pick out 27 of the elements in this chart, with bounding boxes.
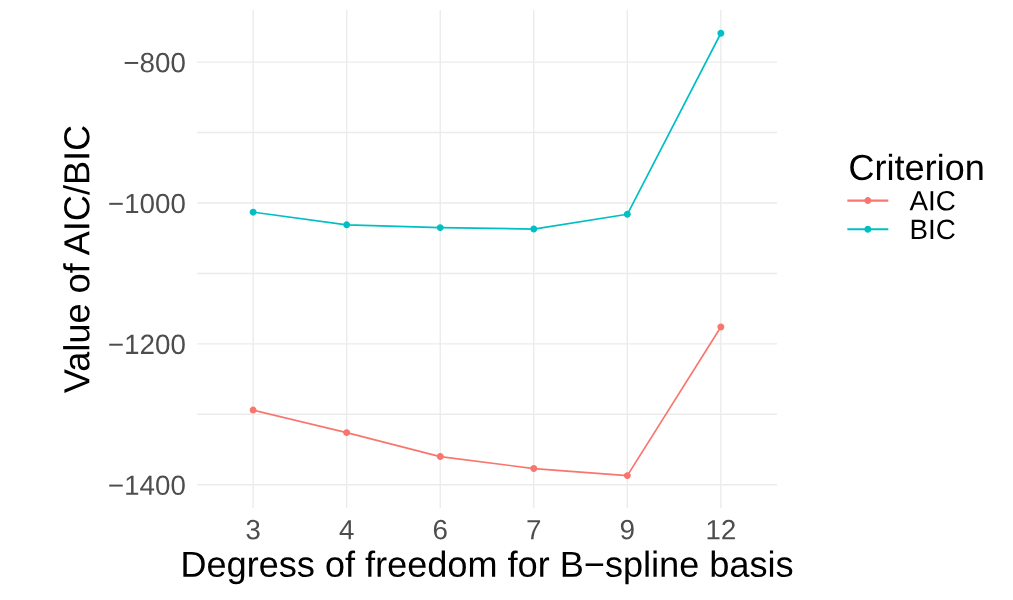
y-tick-label: −1000 xyxy=(109,193,185,214)
y-tick-label: −1200 xyxy=(109,334,185,355)
y-tick-label: −800 xyxy=(124,52,185,73)
point xyxy=(623,210,631,218)
point xyxy=(530,465,538,473)
point xyxy=(436,224,444,232)
point xyxy=(623,472,631,480)
x-tick-label: 7 xyxy=(527,520,541,540)
y-axis-title: Value of AIC/BIC xyxy=(63,126,90,393)
legend-label: AIC xyxy=(909,190,955,211)
x-tick-label: 6 xyxy=(433,519,447,540)
x-tick-label: 3 xyxy=(246,519,260,540)
legend-label: BIC xyxy=(911,219,955,240)
x-tick-label: 9 xyxy=(620,519,634,540)
y-tick-label: −1400 xyxy=(109,475,185,496)
x-tick-label: 4 xyxy=(339,520,354,540)
legend-title: Criterion xyxy=(850,153,983,181)
point xyxy=(717,323,725,331)
point xyxy=(717,29,725,37)
point xyxy=(249,208,257,216)
point xyxy=(436,453,444,461)
x-axis-title: Degress of freedom for B−spline basis xyxy=(183,550,793,585)
point xyxy=(249,406,257,414)
point xyxy=(530,225,538,233)
point xyxy=(343,429,351,437)
x-tick-label: 12 xyxy=(707,519,735,540)
point xyxy=(343,221,351,229)
